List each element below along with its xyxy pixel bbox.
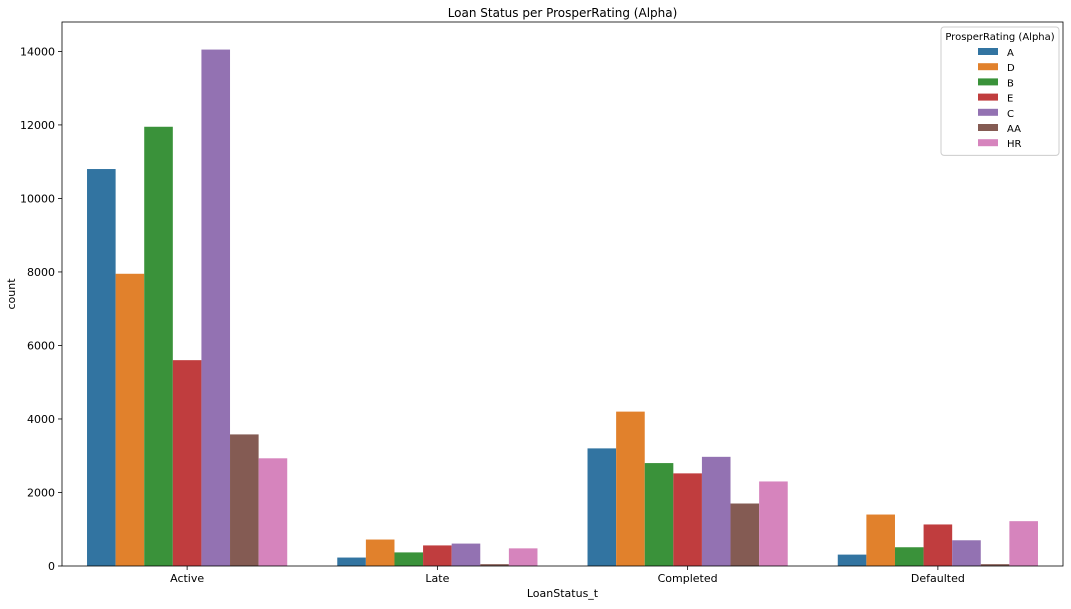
bar-active-a: [87, 169, 116, 566]
x-tick-label: Late: [425, 572, 449, 585]
bar-active-e: [172, 360, 202, 566]
bar-defaulted-aa: [980, 564, 1010, 566]
legend-swatch-e: [978, 93, 998, 101]
legend-label-c: C: [1007, 109, 1014, 120]
legend-swatch-c: [978, 108, 998, 116]
bar-completed-b: [644, 463, 674, 566]
bar-completed-d: [616, 411, 645, 566]
y-tick-label: 0: [48, 560, 55, 573]
chart-title: Loan Status per ProsperRating (Alpha): [448, 6, 678, 20]
legend-label-d: D: [1007, 63, 1015, 74]
bar-active-aa: [230, 434, 259, 566]
legend-swatch-aa: [978, 124, 998, 131]
bar-active-c: [201, 49, 231, 566]
y-tick-label: 8000: [27, 266, 55, 279]
legend-swatch-b: [978, 78, 998, 86]
bar-active-b: [144, 126, 173, 566]
legend-swatch-a: [978, 48, 998, 55]
legend-swatch-d: [978, 63, 998, 71]
legend-label-e: E: [1007, 94, 1013, 105]
plot-frame: [61, 21, 1064, 567]
bars-layer: [87, 49, 1038, 566]
bar-completed-c: [701, 456, 731, 566]
bar-late-a: [337, 557, 366, 566]
y-axis-label: count: [5, 278, 18, 310]
bar-active-hr: [258, 458, 288, 566]
bar-defaulted-hr: [1009, 521, 1038, 566]
bar-defaulted-a: [837, 554, 867, 566]
y-tick-label: 6000: [27, 339, 55, 352]
y-tick-label: 10000: [20, 192, 55, 205]
legend-box: [940, 26, 1060, 156]
bar-completed-a: [587, 448, 617, 566]
bar-active-d: [115, 273, 145, 566]
y-tick-label: 4000: [27, 413, 55, 426]
bar-completed-aa: [730, 503, 760, 566]
bar-completed-e: [673, 473, 702, 566]
bar-late-hr: [508, 548, 538, 566]
bar-completed-hr: [759, 481, 788, 566]
bar-late-aa: [480, 564, 509, 566]
y-axis-ticks: 0 2000 4000 6000 8000 10000 12000 14000: [20, 45, 62, 573]
bar-defaulted-c: [952, 540, 981, 566]
bar-late-b: [394, 552, 424, 566]
x-tick-label: Completed: [658, 572, 718, 585]
bar-late-d: [365, 539, 395, 566]
bar-late-e: [423, 545, 452, 566]
y-tick-label: 2000: [27, 486, 55, 499]
x-axis-ticks: Active Late Completed Defaulted: [170, 566, 965, 585]
legend-label-hr: HR: [1007, 139, 1022, 150]
bar-defaulted-e: [923, 524, 953, 566]
legend-label-aa: AA: [1007, 124, 1021, 135]
y-tick-label: 12000: [20, 119, 55, 132]
bar-late-c: [451, 543, 481, 566]
legend-title: ProsperRating (Alpha): [945, 32, 1054, 43]
y-tick-label: 14000: [20, 45, 55, 58]
bar-defaulted-b: [894, 547, 924, 566]
x-tick-label: Defaulted: [911, 572, 965, 585]
legend-label-b: B: [1007, 78, 1014, 89]
legend-label-a: A: [1007, 48, 1014, 59]
x-tick-label: Active: [170, 572, 204, 585]
x-axis-label: LoanStatus_t: [527, 587, 599, 600]
legend-swatch-hr: [978, 139, 998, 147]
bar-defaulted-d: [866, 514, 895, 566]
